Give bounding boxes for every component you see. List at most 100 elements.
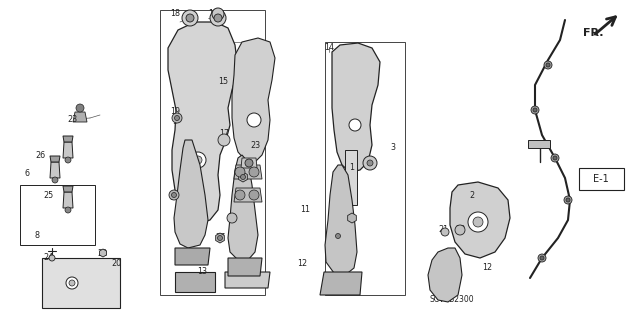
Circle shape	[218, 134, 230, 146]
Circle shape	[190, 152, 206, 168]
Text: 1: 1	[349, 164, 355, 173]
Polygon shape	[428, 248, 462, 302]
Bar	[345, 150, 357, 205]
Text: 27: 27	[238, 173, 248, 182]
Circle shape	[540, 256, 544, 260]
Circle shape	[473, 217, 483, 227]
Text: 24: 24	[43, 254, 53, 263]
Circle shape	[566, 198, 570, 202]
Text: 27: 27	[333, 280, 343, 290]
Text: 26: 26	[35, 151, 45, 160]
Polygon shape	[63, 186, 73, 192]
Circle shape	[235, 190, 245, 200]
Circle shape	[235, 167, 245, 177]
Polygon shape	[239, 172, 247, 182]
Polygon shape	[241, 158, 257, 168]
Circle shape	[538, 254, 546, 262]
Text: 5: 5	[245, 164, 251, 173]
Circle shape	[76, 104, 84, 112]
Polygon shape	[234, 165, 262, 179]
Circle shape	[349, 119, 361, 131]
Text: 25: 25	[44, 191, 54, 201]
Circle shape	[249, 167, 259, 177]
Text: 11: 11	[300, 205, 310, 214]
Text: 9: 9	[170, 194, 175, 203]
Circle shape	[241, 174, 246, 180]
Polygon shape	[232, 38, 275, 162]
Circle shape	[367, 160, 373, 166]
Circle shape	[468, 212, 488, 232]
Text: 12: 12	[482, 263, 492, 272]
Circle shape	[531, 106, 539, 114]
Polygon shape	[100, 249, 106, 257]
Circle shape	[169, 190, 179, 200]
Circle shape	[245, 159, 253, 167]
Circle shape	[49, 255, 55, 261]
Polygon shape	[63, 142, 73, 158]
Text: 19: 19	[170, 108, 180, 116]
Circle shape	[441, 228, 449, 236]
Polygon shape	[216, 233, 225, 243]
Circle shape	[544, 61, 552, 69]
Bar	[579, 168, 624, 190]
Circle shape	[194, 156, 202, 164]
Text: 4: 4	[367, 160, 372, 169]
Text: SCV4B2300: SCV4B2300	[429, 295, 474, 305]
Text: 8: 8	[35, 231, 40, 240]
Polygon shape	[63, 192, 73, 208]
Text: 18: 18	[170, 10, 180, 19]
Text: 16: 16	[227, 213, 237, 222]
Polygon shape	[175, 248, 210, 265]
Text: 13: 13	[197, 268, 207, 277]
Circle shape	[249, 190, 259, 200]
Text: 2: 2	[469, 190, 475, 199]
Text: 9: 9	[172, 117, 177, 127]
Polygon shape	[320, 272, 362, 295]
Circle shape	[551, 154, 559, 162]
Polygon shape	[175, 272, 215, 292]
Circle shape	[212, 8, 224, 20]
Polygon shape	[228, 258, 262, 276]
Text: 18: 18	[208, 10, 218, 19]
Polygon shape	[73, 112, 87, 122]
Text: 27: 27	[215, 234, 225, 242]
Circle shape	[66, 277, 78, 289]
Polygon shape	[332, 43, 380, 172]
Polygon shape	[325, 165, 357, 276]
Text: 14: 14	[324, 42, 334, 51]
Circle shape	[172, 113, 182, 123]
Text: 7: 7	[245, 209, 251, 218]
Circle shape	[546, 63, 550, 67]
Circle shape	[214, 14, 222, 22]
Polygon shape	[450, 182, 510, 258]
Text: 27: 27	[333, 232, 343, 241]
Polygon shape	[174, 140, 208, 248]
Text: 3: 3	[390, 144, 396, 152]
Circle shape	[65, 207, 71, 213]
Circle shape	[553, 156, 557, 160]
Text: 10: 10	[343, 213, 353, 222]
Polygon shape	[348, 213, 356, 223]
Circle shape	[455, 225, 465, 235]
Text: 15: 15	[218, 78, 228, 86]
Polygon shape	[333, 280, 342, 290]
Circle shape	[175, 115, 179, 121]
Text: 23: 23	[250, 140, 260, 150]
Polygon shape	[168, 22, 238, 225]
Circle shape	[210, 10, 226, 26]
Circle shape	[52, 177, 58, 183]
Text: 22: 22	[455, 225, 465, 234]
Polygon shape	[50, 162, 60, 178]
Circle shape	[182, 10, 198, 26]
Polygon shape	[333, 231, 342, 241]
Circle shape	[335, 234, 340, 239]
Polygon shape	[63, 136, 73, 142]
Text: 23: 23	[67, 115, 77, 123]
Bar	[20, 185, 95, 245]
Polygon shape	[228, 155, 258, 260]
Circle shape	[533, 108, 537, 112]
Polygon shape	[50, 156, 60, 162]
Bar	[528, 140, 550, 148]
Circle shape	[69, 280, 75, 286]
Circle shape	[564, 196, 572, 204]
